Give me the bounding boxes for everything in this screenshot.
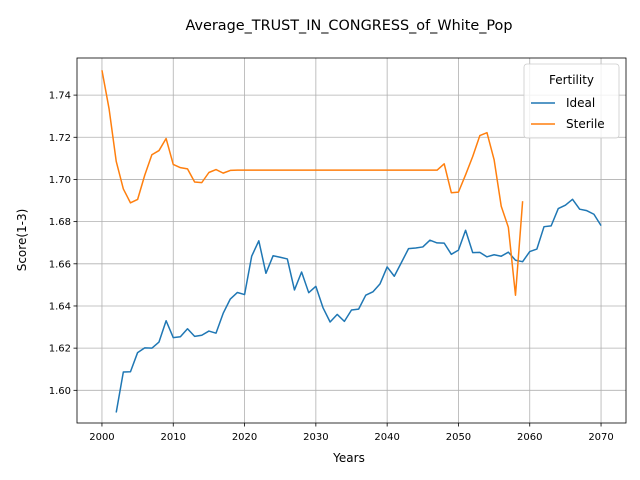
x-tick-label: 2050	[446, 432, 471, 443]
y-tick-label: 1.72	[49, 133, 71, 144]
chart-title: Average_TRUST_IN_CONGRESS_of_White_Pop	[186, 18, 513, 34]
legend-label-ideal: Ideal	[566, 96, 595, 110]
legend-box	[523, 63, 620, 139]
y-tick-label: 1.68	[49, 217, 71, 228]
x-tick-label: 2000	[89, 432, 114, 443]
series-layer	[101, 70, 602, 413]
legend: Fertility Ideal Sterile	[523, 63, 620, 139]
y-tick-label: 1.64	[49, 301, 71, 312]
legend-title: Fertility	[549, 73, 594, 87]
series-line-sterile	[101, 70, 524, 296]
y-axis-label: Score(1-3)	[15, 209, 29, 272]
x-tick-label: 2070	[588, 432, 613, 443]
y-tick-label: 1.70	[49, 175, 71, 186]
x-axis: 2000 2010 2020 2030 2040 2050 2060 2070	[89, 423, 614, 443]
y-axis: 1.60 1.62 1.64 1.66 1.68 1.70 1.72 1.74	[49, 91, 77, 397]
y-tick-label: 1.62	[49, 344, 71, 355]
x-tick-label: 2060	[517, 432, 542, 443]
y-tick-label: 1.60	[49, 386, 71, 397]
y-tick-label: 1.66	[49, 259, 71, 270]
x-tick-label: 2030	[303, 432, 328, 443]
x-tick-label: 2040	[374, 432, 399, 443]
y-tick-label: 1.74	[49, 91, 71, 102]
x-axis-label: Years	[332, 451, 365, 465]
x-tick-label: 2020	[232, 432, 257, 443]
legend-label-sterile: Sterile	[566, 117, 605, 131]
series-line-ideal	[115, 198, 602, 413]
x-tick-label: 2010	[161, 432, 186, 443]
plot-frame	[76, 57, 627, 424]
